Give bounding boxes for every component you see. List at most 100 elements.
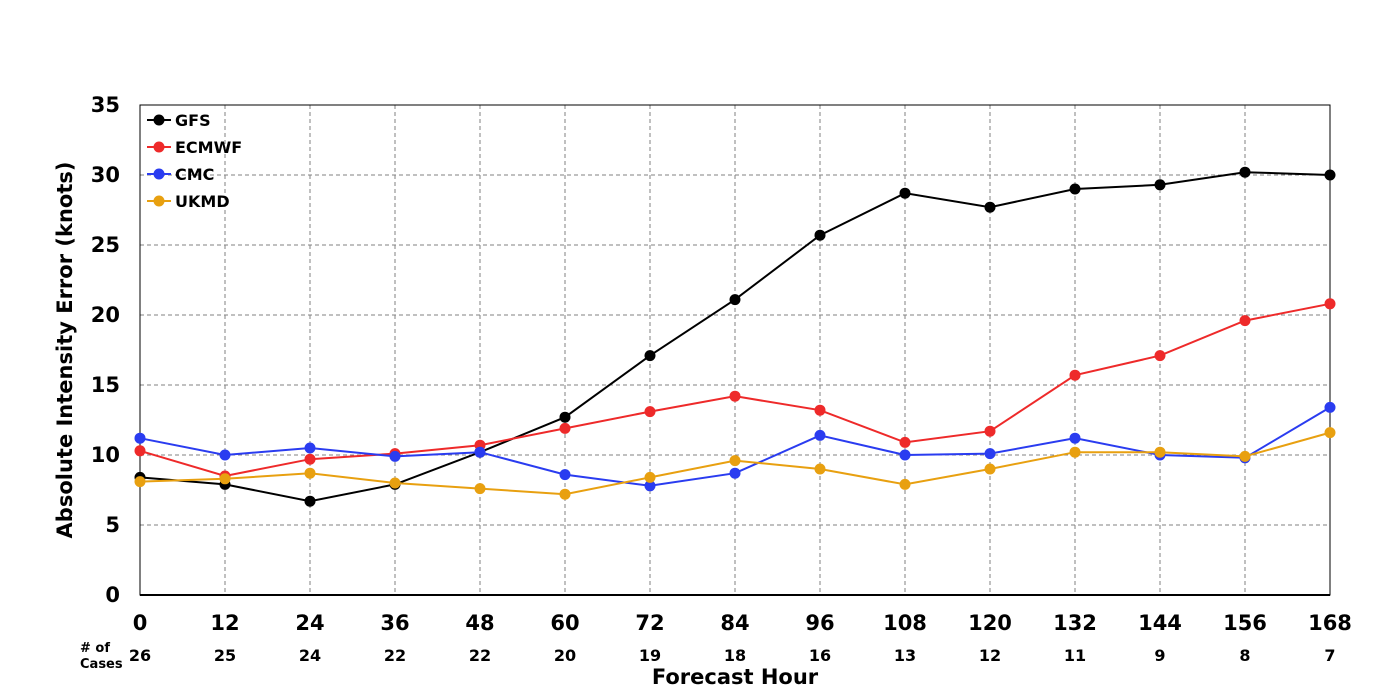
case-count-label: 22 — [384, 646, 406, 665]
data-point-ukmd — [1324, 427, 1336, 439]
data-point-cmc — [984, 448, 996, 460]
data-point-gfs — [984, 201, 996, 213]
y-tick-label: 35 — [91, 93, 120, 117]
data-point-cmc — [304, 442, 316, 454]
data-point-gfs — [899, 187, 911, 199]
data-point-ecmwf — [729, 390, 741, 402]
data-point-ukmd — [1069, 446, 1081, 458]
data-point-gfs — [1154, 179, 1166, 191]
data-point-gfs — [304, 495, 316, 507]
data-point-ukmd — [1239, 450, 1251, 462]
x-tick-label: 168 — [1308, 611, 1352, 635]
x-tick-label: 60 — [550, 611, 579, 635]
x-tick-label: 132 — [1053, 611, 1097, 635]
x-tick-label: 144 — [1138, 611, 1182, 635]
y-tick-labels: 0 5 10 15 20 25 30 35 — [91, 93, 120, 607]
legend-marker-ukmd — [153, 195, 165, 207]
data-point-cmc — [559, 469, 571, 481]
data-point-ecmwf — [559, 422, 571, 434]
series-cmc — [134, 401, 1336, 492]
case-count-label: 20 — [554, 646, 576, 665]
data-point-cmc — [219, 449, 231, 461]
data-point-cmc — [814, 429, 826, 441]
legend-marker-gfs — [153, 114, 165, 126]
y-tick-label: 10 — [91, 443, 120, 467]
x-axis-title: Forecast Hour — [652, 665, 819, 689]
legend-entry-gfs: GFS — [147, 111, 211, 130]
data-point-cmc — [644, 480, 656, 492]
data-point-ukmd — [984, 463, 996, 475]
case-count-label: 25 — [214, 646, 236, 665]
data-point-cmc — [389, 450, 401, 462]
legend-entry-ecmwf: ECMWF — [147, 138, 242, 157]
legend-label-ecmwf: ECMWF — [175, 138, 242, 157]
y-tick-label: 25 — [91, 233, 120, 257]
x-tick-label: 120 — [968, 611, 1012, 635]
case-count-label: 11 — [1064, 646, 1086, 665]
data-point-ukmd — [304, 467, 316, 479]
data-point-ecmwf — [1239, 315, 1251, 327]
data-point-ukmd — [219, 473, 231, 485]
series-layer — [134, 166, 1336, 507]
legend-marker-cmc — [153, 168, 165, 180]
data-point-gfs — [1239, 166, 1251, 178]
legend: GFS ECMWF CMC UKMD — [147, 111, 242, 211]
data-point-cmc — [134, 432, 146, 444]
x-tick-label: 36 — [380, 611, 409, 635]
case-count-label: 16 — [809, 646, 831, 665]
data-point-ecmwf — [984, 425, 996, 437]
legend-label-gfs: GFS — [175, 111, 211, 130]
data-point-ecmwf — [644, 406, 656, 418]
legend-entry-cmc: CMC — [147, 165, 214, 184]
data-point-cmc — [1324, 401, 1336, 413]
data-point-gfs — [1324, 169, 1336, 181]
y-tick-label: 30 — [91, 163, 120, 187]
data-point-gfs — [644, 350, 656, 362]
data-point-ukmd — [644, 471, 656, 483]
data-point-ecmwf — [1069, 369, 1081, 381]
x-tick-labels: 0 12 24 36 48 60 72 84 96 108 120 132 144 156 168 — [133, 611, 1352, 635]
case-count-label: 26 — [129, 646, 151, 665]
data-point-ecmwf — [304, 453, 316, 465]
x-tick-label: 24 — [295, 611, 324, 635]
data-point-ecmwf — [814, 404, 826, 416]
data-point-gfs — [814, 229, 826, 241]
data-point-gfs — [729, 294, 741, 306]
case-count-label: 7 — [1324, 646, 1335, 665]
y-tick-label: 5 — [105, 513, 120, 537]
grid-layer — [140, 105, 1330, 595]
x-tick-label: 12 — [210, 611, 239, 635]
case-count-label: 19 — [639, 646, 661, 665]
x-tick-label: 96 — [805, 611, 834, 635]
legend-entry-ukmd: UKMD — [147, 192, 230, 211]
case-count-labels: 26 25 24 22 22 20 19 18 16 13 12 11 9 8 7 — [129, 646, 1336, 665]
data-point-ukmd — [559, 488, 571, 500]
x-tick-label: 108 — [883, 611, 927, 635]
data-point-cmc — [899, 449, 911, 461]
y-tick-label: 20 — [91, 303, 120, 327]
case-count-label: 13 — [894, 646, 916, 665]
case-count-label: 8 — [1239, 646, 1250, 665]
legend-label-cmc: CMC — [175, 165, 214, 184]
data-point-ukmd — [389, 477, 401, 489]
data-point-ukmd — [134, 476, 146, 488]
y-tick-label: 15 — [91, 373, 120, 397]
data-point-ecmwf — [1154, 350, 1166, 362]
data-point-ukmd — [899, 478, 911, 490]
x-tick-label: 84 — [720, 611, 749, 635]
data-point-ukmd — [474, 483, 486, 495]
x-tick-label: 48 — [465, 611, 494, 635]
case-count-label: 12 — [979, 646, 1001, 665]
data-point-cmc — [474, 446, 486, 458]
data-point-ukmd — [729, 455, 741, 467]
data-point-gfs — [559, 411, 571, 423]
data-point-ukmd — [1154, 446, 1166, 458]
case-count-label: 24 — [299, 646, 321, 665]
case-count-label: 9 — [1154, 646, 1165, 665]
data-point-gfs — [1069, 183, 1081, 195]
case-count-label: 18 — [724, 646, 746, 665]
series-ukmd — [134, 427, 1336, 500]
data-point-cmc — [729, 467, 741, 479]
x-tick-label: 0 — [133, 611, 148, 635]
